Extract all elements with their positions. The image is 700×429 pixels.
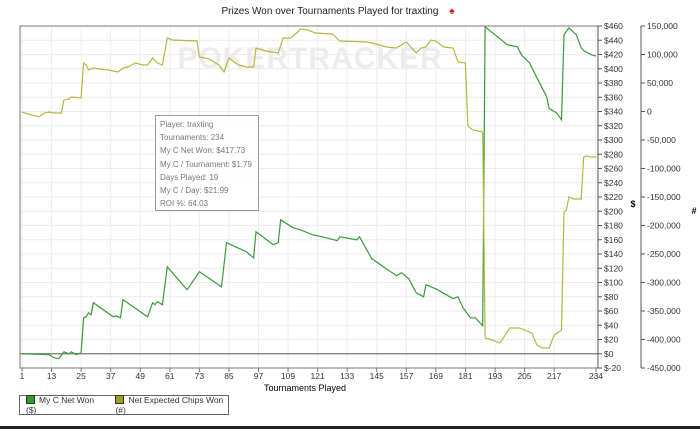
x-tick-label: 157 <box>399 371 413 381</box>
y-left-tick-label: $160 <box>604 235 623 245</box>
legend: My C Net Won ($) Net Expected Chips Won … <box>19 395 229 415</box>
y-left-tick-label: $-20 <box>604 363 621 373</box>
chart-title: Prizes Won over Tournaments Played for t… <box>0 6 676 17</box>
y-left-tick-label: $40 <box>604 320 618 330</box>
x-tick-label: 193 <box>488 371 502 381</box>
y-left-label: $ <box>630 199 635 209</box>
stat-roi: ROI %: 64.03 <box>160 199 209 209</box>
y-left-tick-label: $320 <box>604 121 623 131</box>
y-left-tick-label: $120 <box>604 263 623 273</box>
y-left-tick-label: $220 <box>604 192 623 202</box>
y-right-tick-label: -400,000 <box>647 335 681 345</box>
y-right-tick-label: -300,000 <box>647 278 681 288</box>
x-axis-title: Tournaments Played <box>264 383 346 393</box>
y-left-tick-label: $200 <box>604 206 623 216</box>
y-left-tick-label: $0 <box>604 349 614 359</box>
y-right-label: # <box>691 206 696 216</box>
x-tick-label: 121 <box>311 371 325 381</box>
stat-per-day: My C / Day: $21.99 <box>160 186 229 196</box>
x-tick-label: 133 <box>340 371 354 381</box>
y-left-tick-label: $460 <box>604 21 623 31</box>
watermark: POKERTRACKER <box>177 42 442 75</box>
y-left-tick-label: $180 <box>604 221 623 231</box>
y-left-tick-label: $240 <box>604 178 623 188</box>
stat-net-won: My C Net Won: $417.73 <box>160 146 246 156</box>
x-tick-label: 37 <box>106 371 116 381</box>
stat-per-tournament: My C / Tournament: $1.79 <box>160 159 252 169</box>
x-tick-label: 109 <box>281 371 295 381</box>
stat-tournaments: Tournaments: 234 <box>160 133 225 143</box>
y-right-tick-label: 50,000 <box>647 78 673 88</box>
y-left-tick-label: $360 <box>604 92 623 102</box>
stats-tooltip: Player: traxting Tournaments: 234 My C N… <box>155 115 259 211</box>
y-left-tick-label: $280 <box>604 149 623 159</box>
x-tick-label: 234 <box>589 371 603 381</box>
series-lines <box>21 25 597 360</box>
x-tick-label: 85 <box>224 371 234 381</box>
x-tick-label: 181 <box>458 371 472 381</box>
y-left-tick-label: $80 <box>604 292 618 302</box>
legend-label: My C Net Won ($) <box>26 395 95 415</box>
y-left-tick-label: $300 <box>604 135 623 145</box>
y-right-tick-label: -150,000 <box>647 192 681 202</box>
y-right-tick-label: -50,000 <box>647 135 676 145</box>
x-tick-label: 73 <box>195 371 205 381</box>
series-line-expected-chips <box>21 28 596 349</box>
x-tick-label: 13 <box>47 371 57 381</box>
series-line-net-won <box>21 25 597 360</box>
x-tick-label: 205 <box>517 371 531 381</box>
bottom-bar <box>0 426 700 429</box>
y-left-tick-label: $400 <box>604 64 623 74</box>
legend-swatch-expected-chips <box>115 395 125 404</box>
y-left-tick-label: $420 <box>604 50 623 60</box>
y-left-tick-label: $340 <box>604 107 623 117</box>
y-right-tick-label: -250,000 <box>647 249 681 259</box>
stat-player: Player: traxting <box>160 120 214 129</box>
y-right-tick-label: -350,000 <box>647 306 681 316</box>
y-right-tick-label: 0 <box>647 107 652 117</box>
legend-item-net-won[interactable]: My C Net Won ($) <box>26 395 101 415</box>
x-tick-label: 217 <box>547 371 561 381</box>
grid <box>20 25 598 369</box>
y-left-tick-label: $260 <box>604 164 623 174</box>
y-right-tick-label: -200,000 <box>647 221 681 231</box>
x-tick-label: 145 <box>370 371 384 381</box>
x-tick-label: 49 <box>136 371 146 381</box>
x-tick-label: 97 <box>254 371 264 381</box>
legend-item-expected-chips[interactable]: Net Expected Chips Won (#) <box>115 395 228 415</box>
y-left-tick-label: $380 <box>604 78 623 88</box>
y-left-tick-label: $20 <box>604 335 618 345</box>
y-right-tick-label: -100,000 <box>647 164 681 174</box>
x-tick-label: 61 <box>165 371 175 381</box>
spade-icon: ♠ <box>449 6 455 17</box>
x-tick-label: 169 <box>429 371 443 381</box>
y-right-tick-label: 150,000 <box>647 21 678 31</box>
y-left-tick-label: $140 <box>604 249 623 259</box>
legend-swatch-net-won <box>26 395 35 404</box>
y-left-tick-label: $60 <box>604 306 618 316</box>
axes: 1 13 25 37 49 61 73 85 97 109 121 133 145 157 169 181 19… <box>20 21 681 381</box>
y-right-tick-label: 100,000 <box>647 50 678 60</box>
y-right-tick-label: -450,000 <box>647 363 681 373</box>
stat-days-played: Days Played: 19 <box>160 172 219 182</box>
chart-title-text: Prizes Won over Tournaments Played for t… <box>221 6 439 17</box>
y-left-tick-label: $100 <box>604 278 623 288</box>
x-tick-label: 25 <box>76 371 86 381</box>
x-tick-label: 1 <box>20 371 25 381</box>
legend-label: Net Expected Chips Won (#) <box>115 395 224 415</box>
y-left-tick-label: $440 <box>604 35 623 45</box>
